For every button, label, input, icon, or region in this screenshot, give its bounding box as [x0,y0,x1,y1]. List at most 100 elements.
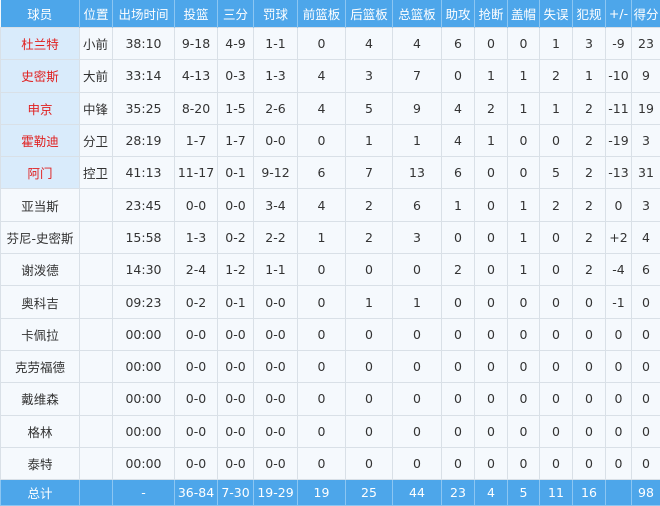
stat-cell: 0 [632,318,660,350]
stat-cell: 0 [540,383,573,415]
player-name[interactable]: 亚当斯 [1,189,80,221]
stat-cell: 0 [508,318,540,350]
column-header[interactable]: 前篮板 [298,0,346,28]
player-name[interactable]: 阿门 [1,157,80,189]
stat-cell: 0 [573,383,606,415]
stat-cell: 1-3 [254,60,298,92]
column-header[interactable]: 犯规 [573,0,606,28]
player-name[interactable]: 泰特 [1,447,80,479]
player-name[interactable]: 奥科吉 [1,286,80,318]
stat-cell: 1 [346,124,393,156]
stat-cell: 0 [442,383,475,415]
stat-cell: 1-2 [218,254,254,286]
stat-cell: 4 [346,28,393,60]
stat-cell: 0 [475,157,508,189]
player-name[interactable]: 格林 [1,415,80,447]
stat-cell: 0 [393,350,442,382]
stat-cell: 6 [393,189,442,221]
stat-cell: 3 [632,124,660,156]
stat-cell: 0 [475,318,508,350]
stat-cell: 0 [298,383,346,415]
column-header[interactable]: 位置 [80,0,113,28]
player-name[interactable]: 戴维森 [1,383,80,415]
stat-cell: 4 [632,221,660,253]
stat-cell: 2 [573,189,606,221]
stat-cell: 5 [346,92,393,124]
column-header[interactable]: +/- [606,0,632,28]
column-header[interactable]: 投篮 [175,0,218,28]
total-cell: 98 [632,480,660,506]
player-name[interactable]: 芬尼-史密斯 [1,221,80,253]
stat-cell: 1-7 [175,124,218,156]
column-header[interactable]: 抢断 [475,0,508,28]
stat-cell: 0 [475,254,508,286]
column-header[interactable]: 三分 [218,0,254,28]
stat-cell: 0-0 [175,415,218,447]
stat-cell: 6 [298,157,346,189]
stat-cell: -13 [606,157,632,189]
column-header[interactable]: 助攻 [442,0,475,28]
player-name[interactable]: 谢泼德 [1,254,80,286]
stat-cell: -9 [606,28,632,60]
stat-cell: 0 [632,447,660,479]
stat-cell: 0-0 [175,189,218,221]
player-name[interactable]: 申京 [1,92,80,124]
stat-cell: 09:23 [113,286,175,318]
stat-cell: 1 [442,189,475,221]
position-cell [80,447,113,479]
stat-cell: 3 [573,28,606,60]
stat-cell: 38:10 [113,28,175,60]
stat-cell: 4 [393,28,442,60]
position-cell [80,189,113,221]
stat-cell: 9 [393,92,442,124]
stat-cell: 0-0 [218,189,254,221]
stat-cell: 4-13 [175,60,218,92]
stat-cell: 0-0 [175,318,218,350]
stat-cell: 0 [632,415,660,447]
total-cell: 44 [393,480,442,506]
player-name[interactable]: 卡佩拉 [1,318,80,350]
stat-cell: 1 [393,286,442,318]
column-header[interactable]: 总篮板 [393,0,442,28]
stat-cell: 0-0 [218,383,254,415]
stat-cell: 0 [475,221,508,253]
stat-cell: 0-2 [175,286,218,318]
stat-cell: 0 [573,318,606,350]
stat-cell: 0-0 [254,447,298,479]
stat-cell: -11 [606,92,632,124]
player-name[interactable]: 杜兰特 [1,28,80,60]
column-header[interactable]: 得分 [632,0,660,28]
stat-cell: 1 [508,92,540,124]
player-name[interactable]: 史密斯 [1,60,80,92]
player-name[interactable]: 霍勒迪 [1,124,80,156]
column-header[interactable]: 出场时间 [113,0,175,28]
stat-cell: 0-3 [218,60,254,92]
stat-cell: 2 [475,92,508,124]
column-header[interactable]: 球员 [1,0,80,28]
total-cell: 7-30 [218,480,254,506]
stat-cell: 4 [442,92,475,124]
stat-cell: 2 [573,157,606,189]
stat-cell: 3 [632,189,660,221]
stat-cell: 1-3 [175,221,218,253]
player-name[interactable]: 克劳福德 [1,350,80,382]
stat-cell: 0 [298,350,346,382]
stat-cell: 0 [475,286,508,318]
stat-cell: 0 [540,286,573,318]
column-header[interactable]: 盖帽 [508,0,540,28]
column-header[interactable]: 后篮板 [346,0,393,28]
column-header[interactable]: 罚球 [254,0,298,28]
stat-cell: -10 [606,60,632,92]
column-header[interactable]: 失误 [540,0,573,28]
stat-cell: 2 [346,221,393,253]
stat-cell: 0 [298,28,346,60]
stat-cell: 8-20 [175,92,218,124]
stat-cell: 1 [540,92,573,124]
stat-cell: 0 [442,221,475,253]
stat-cell: 2-4 [175,254,218,286]
stat-cell: 41:13 [113,157,175,189]
